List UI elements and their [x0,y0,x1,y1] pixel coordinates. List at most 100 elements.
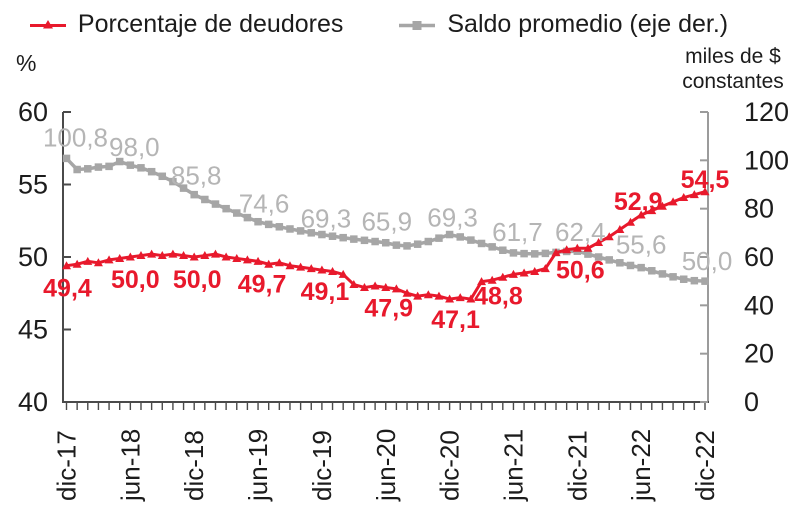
x-axis-tick-label: jun-22 [626,429,656,502]
square-marker-icon [201,195,209,204]
triangle-marker-icon [668,197,678,206]
x-axis-tick-label: dic-17 [52,430,82,501]
triangle-marker-icon [657,201,667,210]
triangle-marker-icon [306,264,316,273]
right-axis-tick-label: 120 [744,97,789,127]
square-marker-icon [73,165,81,174]
triangle-marker-icon [626,217,636,226]
triangle-marker-icon [83,256,93,265]
square-marker-icon [530,250,539,258]
x-axis-tick-label: jun-19 [243,429,273,502]
triangle-marker-icon [551,248,561,257]
square-marker-icon [605,256,613,264]
triangle-marker-icon [498,272,508,281]
triangle-marker-icon [147,249,157,258]
data-label: 100,8 [43,122,108,152]
right-axis-tick-label: 40 [744,290,774,320]
square-marker-icon [382,238,390,247]
data-label: 98,0 [109,132,160,162]
triangle-marker-icon [700,187,710,196]
triangle-marker-icon [115,253,125,262]
data-label: 49,1 [301,278,350,306]
triangle-marker-icon [93,258,103,267]
triangle-marker-icon [562,245,572,254]
data-label: 74,6 [239,189,290,219]
square-marker-icon [690,276,699,285]
data-label: 50,0 [111,266,160,294]
data-label: 49,4 [43,275,92,303]
square-marker-icon [169,177,177,186]
square-marker-icon [413,240,422,248]
triangle-marker-icon [583,243,593,252]
triangle-marker-icon [455,293,465,302]
triangle-marker-icon [253,256,263,265]
square-marker-icon [190,190,198,199]
square-marker-icon [115,157,124,166]
data-label: 47,9 [364,294,413,322]
triangle-marker-icon [434,291,444,300]
triangle-marker-icon [274,258,284,267]
left-axis-tick-label: 45 [18,315,48,345]
data-label: 61,7 [492,217,543,247]
data-label: 54,5 [681,166,730,194]
square-marker-icon [392,241,401,249]
square-marker-icon [658,270,667,278]
triangle-marker-icon [540,264,550,273]
triangle-marker-icon [636,210,646,219]
triangle-marker-icon [359,282,369,291]
left-axis-tick-label: 40 [18,387,48,417]
square-marker-icon [701,277,709,285]
triangle-marker-icon [572,243,582,252]
data-label: 47,1 [431,306,480,334]
square-marker-icon [477,239,486,248]
triangle-marker-icon [242,255,252,264]
square-marker-icon [584,250,592,258]
data-label: 85,8 [171,161,222,191]
left-axis-unit-label: % [16,50,37,76]
left-axis-tick-label: 50 [18,242,48,272]
triangle-marker-icon [508,269,518,278]
square-marker-icon [243,213,252,222]
square-marker-icon [222,204,230,213]
triangle-marker-icon [423,290,433,299]
triangle-marker-icon [402,288,412,297]
triangle-marker-icon [466,294,476,303]
square-marker-icon [520,249,528,258]
right-axis-unit-line1: miles de $ [685,45,781,68]
triangle-marker-icon [519,268,529,277]
square-marker-icon [626,261,635,270]
square-marker-icon [679,275,688,283]
square-marker-icon [137,164,145,172]
triangle-marker-icon [413,291,423,300]
data-label: 62,4 [555,217,606,247]
square-marker-icon [126,161,135,169]
square-marker-icon [158,172,167,181]
square-marker-icon [637,263,645,272]
triangle-marker-icon [477,277,487,286]
triangle-marker-icon [210,249,220,258]
left-axis-tick-label: 55 [18,170,48,200]
square-marker-icon [424,237,433,246]
x-axis-tick-label: jun-21 [498,429,528,502]
triangle-marker-icon [157,251,167,260]
triangle-marker-icon [689,190,699,199]
square-marker-icon [616,259,624,267]
square-marker-icon [350,235,358,243]
square-marker-icon [233,209,241,217]
line-square-marker-icon [399,20,436,30]
triangle-marker-icon [104,255,114,264]
square-marker-icon [488,243,496,251]
triangle-marker-icon [604,232,614,241]
square-marker-icon [403,242,411,250]
data-label: 69,3 [301,204,352,234]
right-axis-tick-label: 100 [744,145,789,175]
square-marker-icon [286,225,294,233]
triangle-marker-icon [487,275,497,284]
square-marker-icon [360,236,369,245]
x-axis-tick-label: dic-20 [435,430,465,501]
square-marker-icon [669,273,677,281]
triangle-marker-icon [338,269,348,278]
line-triangle-marker-icon [29,19,66,28]
square-marker-icon [307,229,316,237]
